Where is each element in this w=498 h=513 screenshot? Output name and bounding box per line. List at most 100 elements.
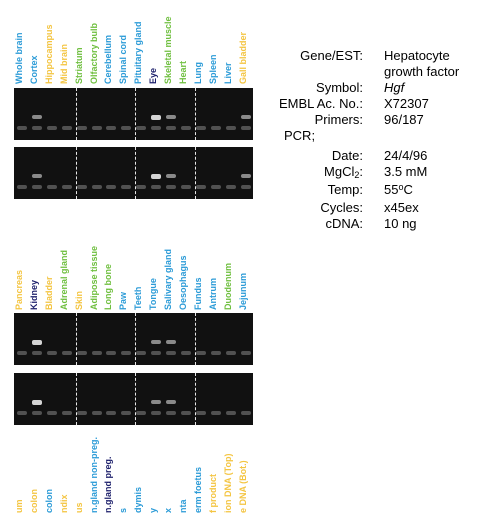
- gel-band-upper: [32, 174, 42, 178]
- lane-separator: [135, 373, 136, 425]
- gel-band: [92, 126, 102, 130]
- cycles-row: Cycles: x45ex: [280, 200, 495, 216]
- gel-band: [181, 351, 191, 355]
- lane-label: Pancreas: [14, 270, 24, 310]
- gel-image-panel-1-top: [14, 88, 253, 140]
- gel-band: [136, 185, 146, 189]
- gel-band: [62, 411, 72, 415]
- primers-value: 96/187: [384, 112, 424, 127]
- gel-band: [121, 185, 131, 189]
- gel-band: [136, 411, 146, 415]
- gel-band: [211, 126, 221, 130]
- lane-label: Gall bladder: [238, 32, 248, 84]
- lane-label: Adrenal gland: [59, 250, 69, 310]
- gel-band: [241, 126, 251, 130]
- gel-band-upper: [241, 115, 251, 119]
- lane-label: Jejunum: [238, 273, 248, 310]
- lane-label: Duodenum: [223, 263, 233, 310]
- cdna-value: 10 ng: [384, 216, 417, 231]
- gel-band: [181, 411, 191, 415]
- gel-band: [47, 351, 57, 355]
- gel-band: [92, 351, 102, 355]
- gene-value-line2: growth factor: [384, 64, 459, 79]
- lane-label: Cortex: [29, 55, 39, 84]
- lane-separator: [135, 147, 136, 199]
- lane-label: f product: [208, 474, 218, 513]
- lane-label: Bladder: [44, 276, 54, 310]
- gel-image-panel-2-bottom: [14, 373, 253, 425]
- gel-band: [77, 126, 87, 130]
- primers-row: Primers: 96/187: [280, 112, 495, 128]
- gel-band: [151, 411, 161, 415]
- lane-label: nta: [178, 500, 188, 513]
- cdna-row: cDNA: 10 ng: [280, 216, 495, 232]
- gel-band: [92, 185, 102, 189]
- gene-value-line1: Hepatocyte: [384, 48, 450, 63]
- gel-band: [196, 185, 206, 189]
- gel-band-upper: [32, 340, 42, 345]
- gel-band: [32, 126, 42, 130]
- gel-band-upper: [166, 174, 176, 178]
- lane-separator: [195, 313, 196, 365]
- pcr-label: PCR;: [284, 128, 315, 143]
- lane-label: Hippocampus: [44, 24, 54, 84]
- lane-label: Mid brain: [59, 44, 69, 84]
- gel-band-upper: [151, 174, 161, 179]
- gel-band: [121, 351, 131, 355]
- gel-band: [211, 351, 221, 355]
- gel-band-upper: [32, 400, 42, 405]
- gel-band: [106, 126, 116, 130]
- embl-label: EMBL Ac. No.:: [279, 96, 363, 111]
- lane-separator: [76, 313, 77, 365]
- gel-band-upper: [166, 400, 176, 404]
- lane-label: Pituitary gland: [133, 21, 143, 84]
- lane-label: um: [14, 500, 24, 513]
- gel-band: [166, 126, 176, 130]
- temp-label: Temp:: [328, 182, 363, 197]
- lane-separator: [76, 373, 77, 425]
- gel-image-panel-1-bottom: [14, 147, 253, 199]
- gel-band: [121, 126, 131, 130]
- lane-label: Skin: [74, 291, 84, 310]
- lane-label: dymis: [133, 487, 143, 513]
- lane-label: Cerebellum: [103, 35, 113, 84]
- cdna-label: cDNA:: [325, 216, 363, 231]
- gel-band-upper: [166, 115, 176, 119]
- gel-band: [226, 411, 236, 415]
- gel-band: [17, 411, 27, 415]
- gel-band: [226, 351, 236, 355]
- gel-band: [196, 411, 206, 415]
- mgcl-row: MgCl2: 3.5 mM: [280, 164, 495, 182]
- gel-band: [151, 126, 161, 130]
- lane-separator: [195, 147, 196, 199]
- lane-label: Oesophagus: [178, 255, 188, 310]
- cycles-value: x45ex: [384, 200, 419, 215]
- symbol-value: Hgf: [384, 80, 404, 95]
- gel-band: [241, 411, 251, 415]
- gel-band: [17, 126, 27, 130]
- gel-band: [17, 185, 27, 189]
- gel-band-upper: [241, 174, 251, 178]
- lane-label: Salivary gland: [163, 249, 173, 310]
- gel-band: [77, 185, 87, 189]
- temp-value: 55oC: [384, 182, 413, 197]
- lane-label: Skeletal muscle: [163, 16, 173, 84]
- gel-band: [151, 185, 161, 189]
- gel-band: [181, 126, 191, 130]
- temp-row: Temp: 55oC: [280, 182, 495, 200]
- lane-separator: [195, 373, 196, 425]
- gel-band: [211, 411, 221, 415]
- gel-band: [151, 351, 161, 355]
- gel-band: [121, 411, 131, 415]
- gel-band: [241, 351, 251, 355]
- lane-label: ion DNA (Top): [223, 454, 233, 513]
- gel-band: [47, 126, 57, 130]
- lane-label: colon: [29, 489, 39, 513]
- pcr-info-panel: Gene/EST: Hepatocyte growth factor Symbo…: [280, 48, 495, 232]
- gene-label: Gene/EST:: [300, 48, 363, 63]
- gel-band: [226, 126, 236, 130]
- lane-label: Long bone: [103, 264, 113, 310]
- lane-separator: [135, 88, 136, 140]
